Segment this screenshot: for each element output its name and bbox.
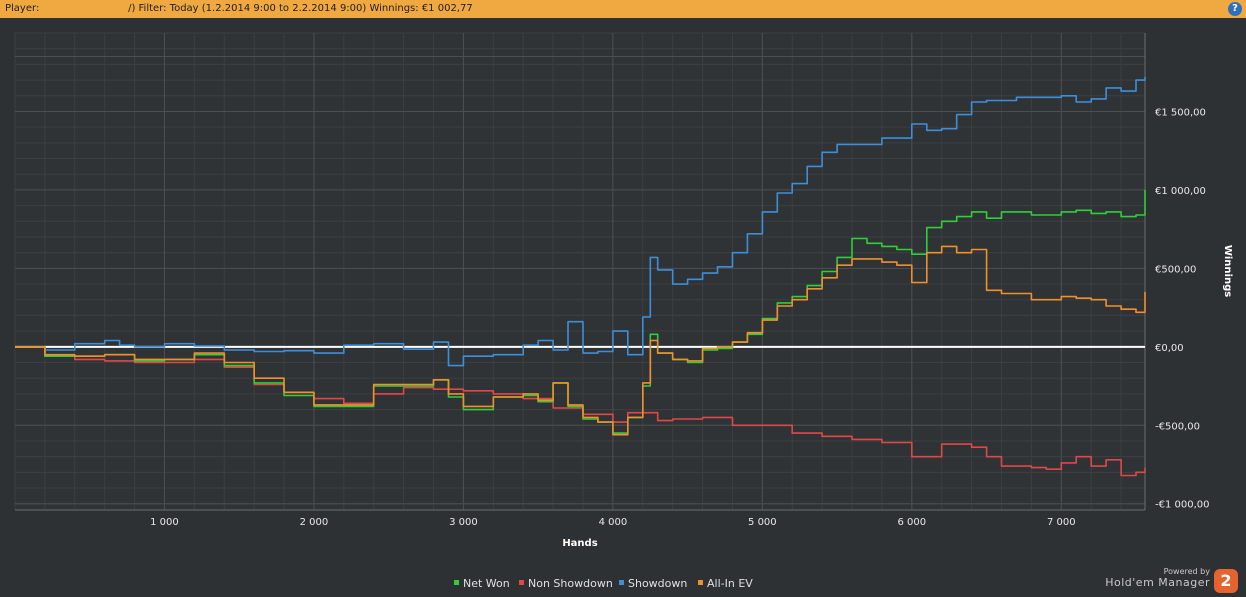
y-tick-label: €500,00 <box>1155 264 1196 275</box>
x-tick-label: 5 000 <box>748 517 777 528</box>
plot-area-background <box>15 33 1145 510</box>
legend-swatch-showdown <box>619 580 624 585</box>
x-tick-label: 7 000 <box>1047 517 1076 528</box>
grid <box>14 32 1146 511</box>
y-tick-label: -€500,00 <box>1155 421 1200 432</box>
series-line-all-in-ev <box>15 245 1146 436</box>
x-axis-label: Hands <box>562 538 597 549</box>
x-tick-label: 2 000 <box>300 517 329 528</box>
y-axis-label: Winnings <box>1222 245 1233 297</box>
legend-label-non-showdown[interactable]: Non Showdown <box>528 577 613 590</box>
powered-by-text: Powered by <box>1163 567 1210 576</box>
y-tick-label: €1 000,00 <box>1155 186 1206 197</box>
help-icon[interactable]: ? <box>1228 2 1242 16</box>
x-tick-label: 3 000 <box>449 517 478 528</box>
y-tick-label: -€1 000,00 <box>1155 500 1210 511</box>
legend-label-all-in-ev[interactable]: All-In EV <box>707 577 753 590</box>
player-label: Player: <box>5 3 40 14</box>
branding: Powered by Hold'em Manager <box>1105 567 1210 590</box>
legend-swatch-net-won <box>454 580 459 585</box>
axis-ticks: 1 000 2 000 3 000 4 000 5 000 6 000 7 000 -€1 0… <box>150 107 1209 528</box>
legend-swatch-non-showdown <box>519 580 524 585</box>
legend-label-showdown[interactable]: Showdown <box>628 577 687 590</box>
x-tick-label: 1 000 <box>150 517 179 528</box>
y-tick-label: €1 500,00 <box>1155 107 1206 118</box>
legend-label-net-won[interactable]: Net Won <box>463 577 510 590</box>
x-tick-label: 4 000 <box>599 517 628 528</box>
filter-summary: /) Filter: Today (1.2.2014 9:00 to 2.2.2… <box>88 3 473 14</box>
product-name: Hold'em Manager <box>1105 576 1210 589</box>
legend: Net Won Non Showdown Showdown All-In EV <box>454 577 753 590</box>
x-tick-label: 6 000 <box>898 517 927 528</box>
series-line-net-won <box>15 189 1146 434</box>
series-line-showdown <box>15 76 1146 367</box>
hm2-logo-icon: 2 <box>1214 569 1238 593</box>
series-lines <box>15 76 1146 477</box>
report-header-bar: Player: /) Filter: Today (1.2.2014 9:00 … <box>0 0 1246 18</box>
y-tick-label: €0,00 <box>1155 343 1184 354</box>
legend-swatch-all-in-ev <box>698 580 703 585</box>
